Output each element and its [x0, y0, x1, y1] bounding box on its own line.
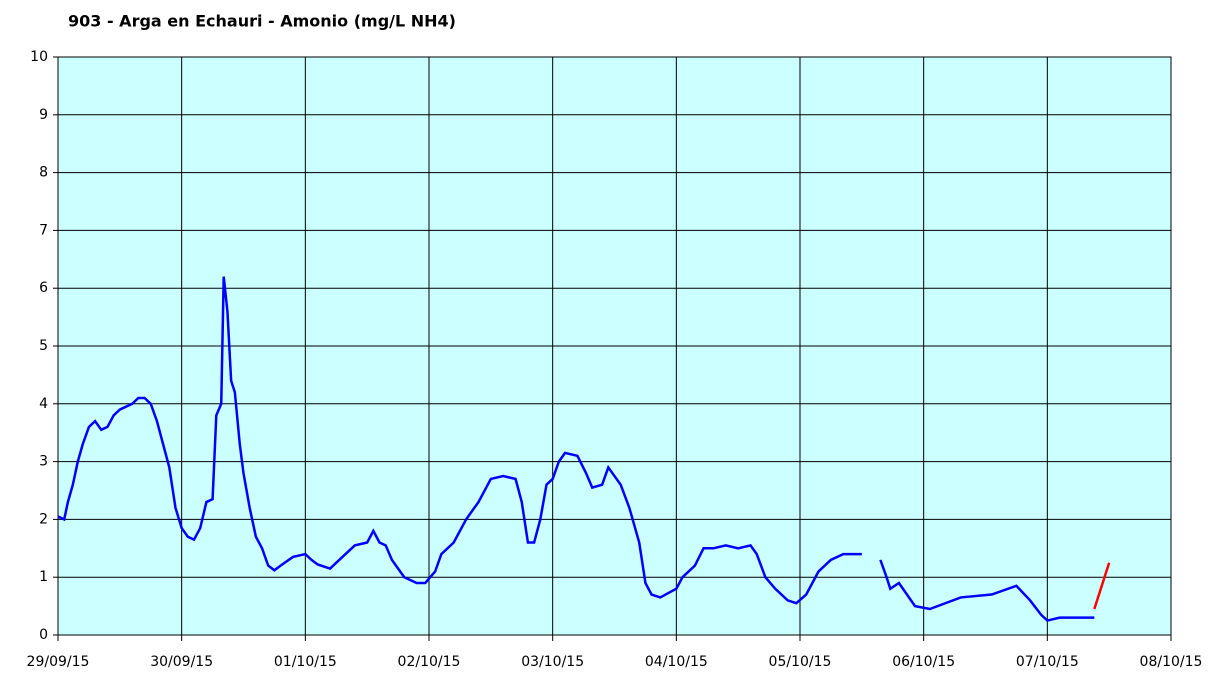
data-line: [57, 276, 1095, 622]
y-tick-label: 3: [39, 454, 48, 470]
x-tick-label: 02/10/15: [398, 654, 461, 670]
x-tick-label: 08/10/15: [1140, 654, 1203, 670]
x-tick-label: 01/10/15: [274, 654, 337, 670]
chart-title: 903 - Arga en Echauri - Amonio (mg/L NH4…: [68, 12, 456, 31]
x-tick-label: 30/09/15: [150, 654, 213, 670]
y-tick-label: 4: [39, 396, 48, 412]
y-tick-label: 7: [39, 222, 48, 238]
x-tick-label: 29/09/15: [27, 654, 90, 670]
y-tick-label: 10: [30, 49, 48, 65]
x-tick-label: 06/10/15: [892, 654, 955, 670]
y-tick-label: 1: [39, 569, 48, 585]
y-tick-label: 6: [39, 280, 48, 296]
x-tick-label: 05/10/15: [769, 654, 832, 670]
y-tick-label: 5: [39, 338, 48, 354]
x-tick-label: 03/10/15: [521, 654, 584, 670]
y-tick-label: 2: [39, 511, 48, 527]
x-tick-label: 07/10/15: [1016, 654, 1079, 670]
x-tick-label: 04/10/15: [645, 654, 708, 670]
y-tick-label: 0: [39, 627, 48, 643]
y-tick-label: 9: [39, 107, 48, 123]
y-tick-label: 8: [39, 165, 48, 181]
data-line: [1093, 562, 1111, 610]
